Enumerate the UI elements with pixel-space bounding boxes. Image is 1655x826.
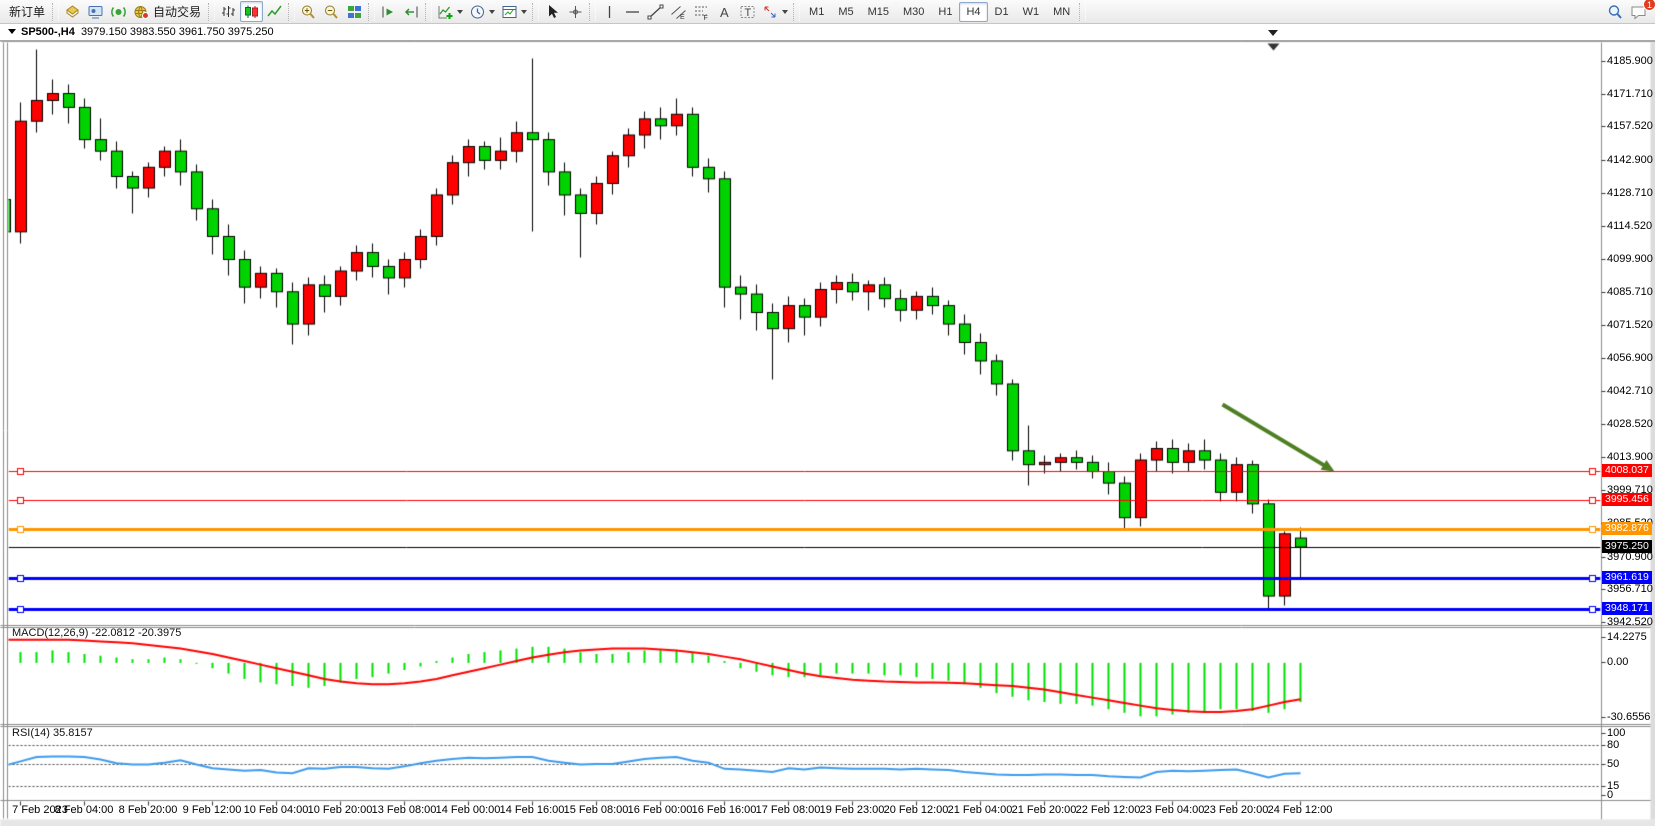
timeframe-button-m1[interactable]: M1	[809, 5, 825, 18]
chevron-down-icon	[521, 9, 528, 14]
toolbar-separator	[288, 2, 296, 21]
toolbar-separator	[1079, 2, 1087, 21]
svg-text:A: A	[720, 5, 729, 20]
text-button[interactable]: A	[713, 1, 736, 22]
line-chart-icon	[266, 4, 283, 20]
chart-shift-marker-icon[interactable]	[1268, 30, 1278, 36]
vertical-line-icon	[603, 4, 616, 20]
vertical-line-button[interactable]	[598, 1, 621, 22]
autotrading-button[interactable]: 自动交易	[130, 1, 206, 22]
symbol-collapse-icon[interactable]	[8, 29, 16, 35]
chevron-down-icon	[457, 9, 464, 14]
signal-icon	[110, 4, 127, 20]
svg-text:F: F	[704, 15, 708, 20]
chevron-down-icon	[489, 9, 496, 14]
arrows-button[interactable]	[759, 1, 791, 22]
indicators-button[interactable]	[434, 1, 466, 22]
autotrading-button-label: 自动交易	[153, 5, 202, 19]
fibonacci-icon: F	[693, 4, 710, 20]
zoom-in-button[interactable]	[297, 1, 320, 22]
arrows-icon	[762, 4, 779, 20]
tile-windows-button[interactable]	[343, 1, 366, 22]
periods-button[interactable]	[466, 1, 498, 22]
crosshair-icon	[567, 4, 584, 20]
zoom-out-icon	[323, 4, 340, 20]
indicators-icon	[437, 4, 454, 20]
line-chart-button[interactable]	[263, 1, 286, 22]
search-icon	[1607, 4, 1624, 20]
main-toolbar: 新订单 自动交易 E F A T M1 M5 M15 M30 H1 H4 D1 W1 MN 1	[0, 0, 1655, 24]
cursor-icon	[544, 4, 561, 20]
chevron-down-icon	[782, 9, 789, 14]
signals-button[interactable]	[107, 1, 130, 22]
text-a-icon: A	[717, 4, 732, 20]
chart-symbol-period: SP500-,H4	[21, 26, 75, 38]
candlestick-chart-button[interactable]	[240, 1, 264, 22]
channel-icon: E	[670, 4, 687, 20]
timeframe-button-w1[interactable]: W1	[1022, 5, 1040, 18]
bar-chart-icon	[220, 4, 237, 20]
chart-shift-button[interactable]	[400, 1, 423, 22]
toolbar-right-group: 1	[1604, 0, 1655, 22]
timeframe-button-h4[interactable]: H4	[959, 1, 988, 22]
bar-chart-button[interactable]	[217, 1, 240, 22]
timeframe-button-d1[interactable]: D1	[994, 5, 1009, 18]
search-button[interactable]	[1604, 1, 1627, 22]
chart-title-bar: SP500-,H4 3979.150 3983.550 3961.750 397…	[0, 24, 1655, 41]
tile-windows-icon	[346, 4, 363, 20]
candlestick-icon	[243, 4, 260, 20]
toolbar-separator	[532, 2, 540, 21]
trendline-button[interactable]	[644, 1, 667, 22]
trendline-icon	[647, 4, 664, 20]
toolbar-separator	[425, 2, 433, 21]
timeframe-button-m15[interactable]: M15	[867, 5, 889, 18]
chart-ohlc-values: 3979.150 3983.550 3961.750 3975.250	[80, 26, 274, 38]
timeframe-button-m30[interactable]: M30	[903, 5, 925, 18]
trade-journal-button[interactable]	[61, 1, 84, 22]
auto-scroll-button[interactable]	[377, 1, 400, 22]
svg-text:E: E	[680, 14, 685, 20]
toolbar-separator	[208, 2, 216, 21]
toolbar-separator	[368, 2, 376, 21]
templates-button[interactable]	[498, 1, 530, 22]
toolbar-separator	[793, 2, 801, 21]
toolbar-separator	[589, 2, 597, 21]
zoom-in-icon	[300, 4, 317, 20]
svg-text:T: T	[745, 7, 752, 19]
gold-book-icon	[64, 4, 81, 20]
terminal-button[interactable]	[84, 1, 107, 22]
cursor-button[interactable]	[541, 1, 564, 22]
notification-badge: 1	[1643, 0, 1655, 11]
equidistant-channel-button[interactable]: E	[667, 1, 690, 22]
clock-icon	[469, 4, 486, 20]
new-order-button-label: 新订单	[9, 5, 46, 19]
timeframe-button-h1[interactable]: H1	[938, 5, 953, 18]
notifications-button[interactable]: 1	[1627, 0, 1655, 22]
horizontal-line-button[interactable]	[621, 1, 644, 22]
text-label-button[interactable]: T	[736, 1, 759, 22]
timeframe-button-mn[interactable]: MN	[1053, 5, 1071, 18]
chart-shift-icon	[403, 4, 420, 20]
template-icon	[501, 4, 518, 20]
toolbar-separator	[52, 2, 60, 21]
globe-icon	[133, 4, 151, 20]
text-label-icon: T	[739, 4, 756, 20]
timeframe-button-m5[interactable]: M5	[838, 5, 854, 18]
new-order-button[interactable]: 新订单	[4, 1, 50, 22]
auto-scroll-icon	[380, 4, 397, 20]
zoom-out-button[interactable]	[320, 1, 343, 22]
terminal-icon	[87, 4, 104, 20]
crosshair-button[interactable]	[564, 1, 587, 22]
fibonacci-button[interactable]: F	[690, 1, 713, 22]
horizontal-line-icon	[624, 4, 641, 20]
